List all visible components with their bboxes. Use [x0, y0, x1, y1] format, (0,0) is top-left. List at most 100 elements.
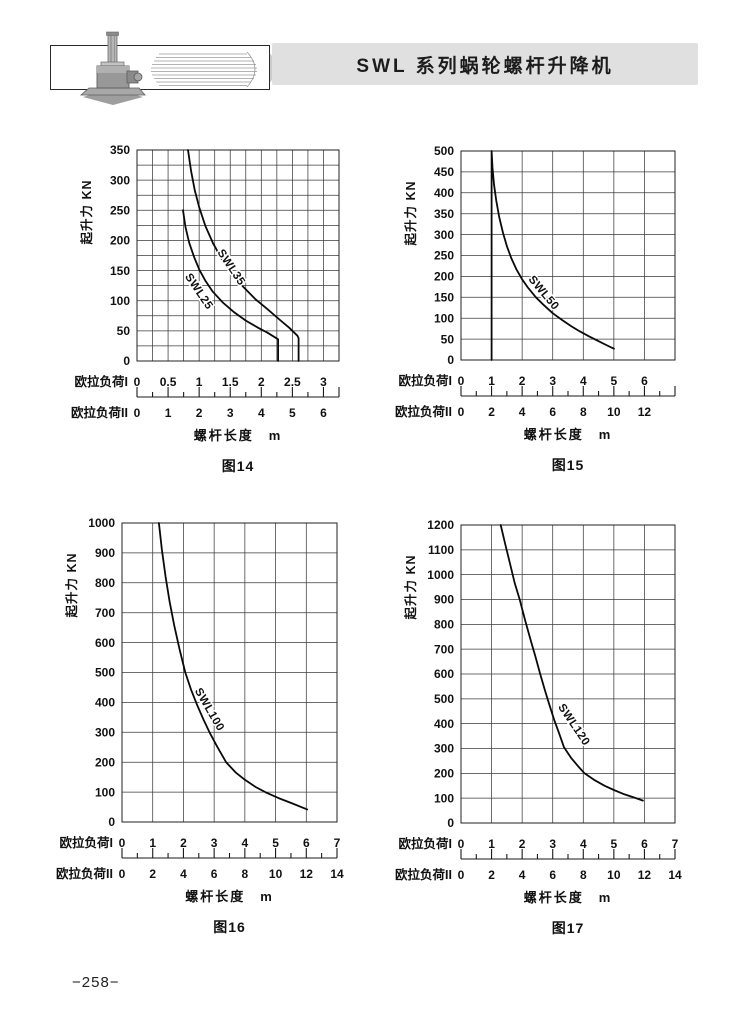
y-tick-label: 250 [434, 249, 454, 263]
plot-grid [460, 524, 676, 824]
axis-I-tick-label: 4 [242, 836, 249, 850]
axis-II-tick-label: 4 [519, 405, 526, 419]
page-number: −258− [72, 974, 120, 991]
y-tick-label: 700 [434, 642, 454, 656]
plot-grid [121, 522, 338, 823]
axis-II-tick-label: 6 [549, 868, 556, 882]
y-tick-label: 150 [110, 264, 130, 278]
y-tick-label: 100 [95, 785, 115, 799]
axis-I-tick-label: 3 [320, 375, 327, 389]
x-axis-title: 螺杆长度 m [194, 428, 283, 443]
y-tick-label: 150 [434, 291, 454, 305]
figure-caption: 图16 [213, 919, 246, 935]
axis-I-tick-label: 4 [580, 837, 587, 851]
y-tick-label: 800 [95, 576, 115, 590]
y-axis-title: 起升力 KN [64, 552, 79, 618]
axis-I-tick-label: 0 [119, 836, 126, 850]
axis-II-tick-label: 8 [580, 868, 587, 882]
plot-frame [460, 150, 676, 361]
axis-I-tick-label: 0 [134, 375, 141, 389]
figure-fig15: 0 50 100 150 200 250 300 350 400 450 500 起升力 KN SWL5… [390, 135, 720, 482]
y-tick-label: 400 [434, 717, 454, 731]
y-tick-label: 300 [434, 228, 454, 242]
plot-frame [136, 149, 340, 362]
axis-II-tick-label: 2 [196, 406, 203, 420]
y-tick-label: 1000 [88, 516, 115, 530]
y-tick-label: 0 [108, 815, 115, 829]
axis-II-tick-label: 3 [227, 406, 234, 420]
figure-caption: 图14 [222, 458, 255, 474]
axis-I-tick-label: 2 [519, 837, 526, 851]
y-tick-label: 200 [110, 234, 130, 248]
figure-caption: 图15 [552, 457, 585, 473]
axis-II-row-label: 欧拉负荷II [56, 866, 113, 881]
axis-II-tick-label: 2 [488, 868, 495, 882]
axis-II-tick-label: 10 [607, 405, 621, 419]
axis-I-tick-label: 0 [458, 374, 465, 388]
axis-II-tick-label: 0 [119, 867, 126, 881]
axis-II-tick-label: 0 [458, 868, 465, 882]
curve-label-SWL35: SWL35 [214, 247, 247, 288]
plot-frame [121, 522, 338, 823]
axis-I-tick-label: 4 [580, 374, 587, 388]
axis-I-row-label: 欧拉负荷I [399, 373, 452, 388]
y-tick-label: 300 [110, 173, 130, 187]
page-title: SWL 系列蜗轮螺杆升降机 [356, 55, 614, 77]
y-tick-label: 100 [434, 311, 454, 325]
curve-SWL50 [490, 150, 615, 361]
axis-I-tick-label: 5 [272, 836, 279, 850]
y-tick-label: 400 [95, 696, 115, 710]
y-tick-label: 900 [95, 546, 115, 560]
y-tick-label: 50 [441, 332, 455, 346]
curve-label-SWL50: SWL50 [526, 274, 561, 313]
axis-II-tick-label: 6 [320, 406, 327, 420]
y-tick-label: 700 [95, 606, 115, 620]
plot-frame [460, 524, 676, 824]
axis-I-tick-label: 1 [488, 837, 495, 851]
axis-I-tick-label: 3 [211, 836, 218, 850]
y-tick-label: 900 [434, 593, 454, 607]
y-tick-label: 100 [434, 791, 454, 805]
axis-I-tick-label: 2 [180, 836, 187, 850]
y-tick-label: 350 [110, 143, 130, 157]
y-tick-label: 200 [95, 755, 115, 769]
axis-I-tick-label: 2 [519, 374, 526, 388]
axis-I-tick-label: 3 [549, 837, 556, 851]
figure-caption: 图17 [552, 920, 585, 936]
y-tick-label: 600 [95, 636, 115, 650]
curve-label-SWL100: SWL100 [192, 686, 226, 733]
y-axis-title: 起升力 KN [403, 180, 418, 246]
axis-I-tick-label: 6 [641, 374, 648, 388]
axis-I-tick-label: 5 [611, 837, 618, 851]
axis-I-tick-label: 2.5 [284, 375, 301, 389]
axis-II-tick-label: 6 [211, 867, 218, 881]
axis-I-tick-label: 1 [149, 836, 156, 850]
x-axis-title: 螺杆长度 m [524, 427, 613, 442]
y-axis-title: 起升力 KN [403, 554, 418, 620]
screw-jack-glyph [79, 31, 146, 105]
axis-II-tick-label: 10 [269, 867, 283, 881]
y-tick-label: 0 [123, 354, 130, 368]
axis-II-tick-label: 8 [242, 867, 249, 881]
axis-I-tick-label: 2 [258, 375, 265, 389]
y-tick-label: 600 [434, 667, 454, 681]
axis-II-tick-label: 1 [165, 406, 172, 420]
curve-SWL25 [182, 209, 280, 362]
axis-II-row-label: 欧拉负荷II [395, 867, 452, 882]
x-axis-title: 螺杆长度 m [185, 889, 274, 904]
y-tick-label: 200 [434, 767, 454, 781]
axis-II-tick-label: 14 [330, 867, 344, 881]
y-tick-label: 500 [434, 692, 454, 706]
axis-II-tick-label: 2 [488, 405, 495, 419]
x-axis-title: 螺杆长度 m [524, 890, 613, 905]
curve-SWL100 [158, 522, 309, 811]
y-tick-label: 500 [95, 666, 115, 680]
axis-II-tick-label: 12 [638, 405, 652, 419]
axis-I-row-label: 欧拉负荷I [60, 835, 113, 850]
y-tick-label: 0 [447, 353, 454, 367]
figure-fig17: 0 100 200 300 400 500 600 700 800 900 1000 1100 1200… [390, 510, 720, 945]
axis-II-tick-label: 12 [300, 867, 314, 881]
